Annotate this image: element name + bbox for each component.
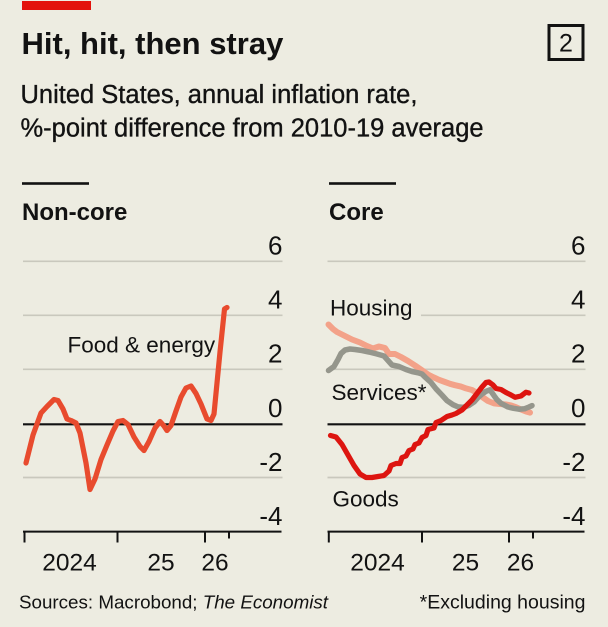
svg-text:Hit, hit, then stray: Hit, hit, then stray <box>22 26 285 61</box>
svg-text:United States, annual inflatio: United States, annual inflation rate, <box>21 81 418 109</box>
svg-text:Sources: Macrobond; The Econom: Sources: Macrobond; The Economist <box>19 591 329 612</box>
svg-text:6: 6 <box>268 231 282 261</box>
svg-text:-2: -2 <box>562 447 585 477</box>
svg-text:-2: -2 <box>259 447 282 477</box>
svg-text:Non-core: Non-core <box>22 199 127 226</box>
svg-text:2: 2 <box>571 339 585 369</box>
svg-text:Core: Core <box>329 199 384 226</box>
svg-text:Services*: Services* <box>332 380 427 405</box>
svg-text:*Excluding housing: *Excluding housing <box>420 591 586 613</box>
svg-text:-4: -4 <box>259 501 282 531</box>
svg-text:Goods: Goods <box>333 487 399 512</box>
svg-text:26: 26 <box>201 549 228 576</box>
svg-text:%-point difference from 2010-1: %-point difference from 2010-19 average <box>21 114 484 142</box>
svg-text:4: 4 <box>571 285 585 315</box>
svg-text:-4: -4 <box>562 501 585 531</box>
svg-text:26: 26 <box>507 549 534 576</box>
svg-text:25: 25 <box>452 549 479 576</box>
svg-text:0: 0 <box>268 393 282 423</box>
svg-text:Food & energy: Food & energy <box>68 332 216 357</box>
svg-text:Housing: Housing <box>330 296 413 321</box>
svg-text:2024: 2024 <box>350 549 405 576</box>
svg-text:2: 2 <box>268 339 282 369</box>
svg-text:0: 0 <box>571 393 585 423</box>
svg-text:2: 2 <box>559 30 573 58</box>
svg-text:2024: 2024 <box>42 549 97 576</box>
svg-text:6: 6 <box>571 231 585 261</box>
svg-text:25: 25 <box>147 549 174 576</box>
svg-text:4: 4 <box>268 285 282 315</box>
